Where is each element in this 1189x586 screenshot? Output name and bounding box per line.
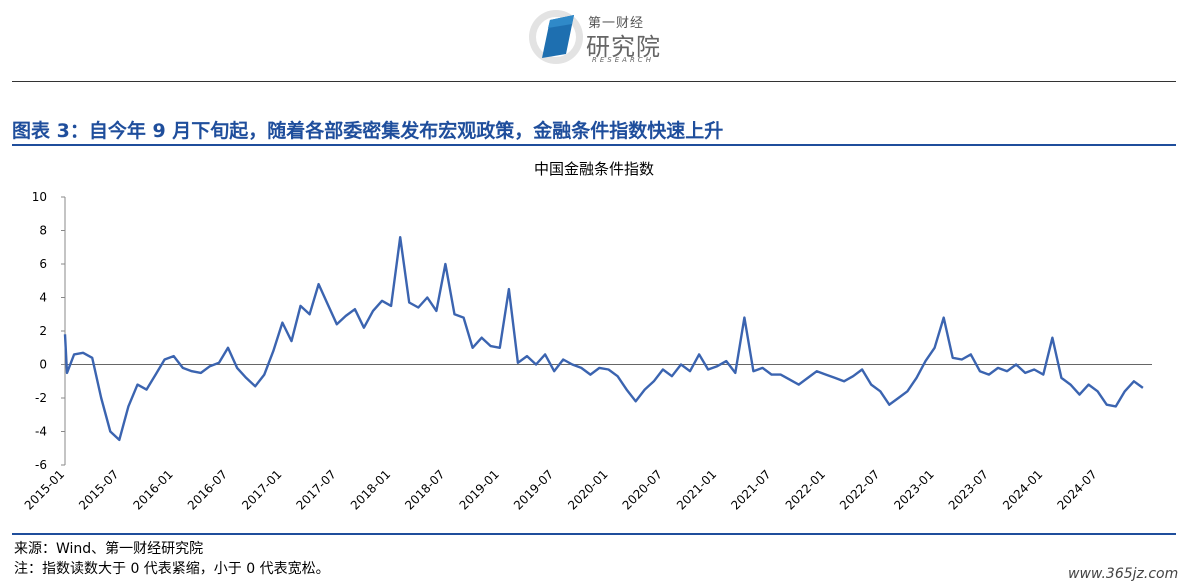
- x-tick-label: 2019-07: [511, 467, 556, 512]
- source-note: 来源：Wind、第一财经研究院: [14, 541, 204, 557]
- y-tick-label: 2: [39, 324, 47, 338]
- logo-text-line1: 第一财经: [588, 16, 645, 31]
- y-tick-label: -4: [35, 425, 47, 439]
- research-institute-logo: [529, 10, 583, 64]
- x-tick-label: 2017-07: [294, 467, 339, 512]
- x-tick-label: 2016-07: [185, 467, 230, 512]
- series-line: [63, 236, 1144, 442]
- watermark: www.365jz.com: [1068, 566, 1179, 582]
- x-tick-label: 2022-07: [837, 467, 882, 512]
- x-tick-label: 2017-01: [239, 467, 284, 512]
- y-tick-label: 10: [32, 190, 47, 204]
- y-tick-label: 6: [39, 257, 47, 271]
- y-tick-label: 8: [39, 224, 47, 238]
- x-tick-label: 2018-07: [402, 467, 447, 512]
- reading-note: 注：指数读数大于 0 代表紧缩，小于 0 代表宽松。: [14, 561, 330, 577]
- x-tick-label: 2020-07: [620, 467, 665, 512]
- x-tick-label: 2015-01: [22, 467, 67, 512]
- x-tick-label: 2019-01: [457, 467, 502, 512]
- y-tick-label: 4: [39, 291, 47, 305]
- x-tick-label: 2020-01: [565, 467, 610, 512]
- chart-title: 中国金融条件指数: [534, 160, 654, 178]
- x-tick-label: 2023-01: [891, 467, 936, 512]
- x-tick-label: 2021-01: [674, 467, 719, 512]
- title-divider: [12, 144, 1176, 146]
- x-tick-label: 2024-07: [1054, 467, 1099, 512]
- logo-text-line3: RESEARCH: [592, 56, 654, 64]
- x-tick-label: 2021-07: [728, 467, 773, 512]
- y-tick-label: -6: [35, 458, 47, 472]
- y-tick-label: 0: [39, 358, 47, 372]
- figure-title: 图表 3：自今年 9 月下旬起，随着各部委密集发布宏观政策，金融条件指数快速上升: [12, 120, 724, 142]
- x-tick-label: 2016-01: [130, 467, 175, 512]
- x-tick-label: 2015-07: [76, 467, 121, 512]
- footer-divider: [12, 533, 1176, 535]
- x-tick-label: 2023-07: [946, 467, 991, 512]
- x-tick-label: 2022-01: [783, 467, 828, 512]
- y-tick-label: -2: [35, 391, 47, 405]
- header-divider: [12, 81, 1176, 82]
- logo-text-line2: 研究院: [586, 33, 661, 61]
- x-tick-label: 2018-01: [348, 467, 393, 512]
- x-tick-label: 2024-01: [1000, 467, 1045, 512]
